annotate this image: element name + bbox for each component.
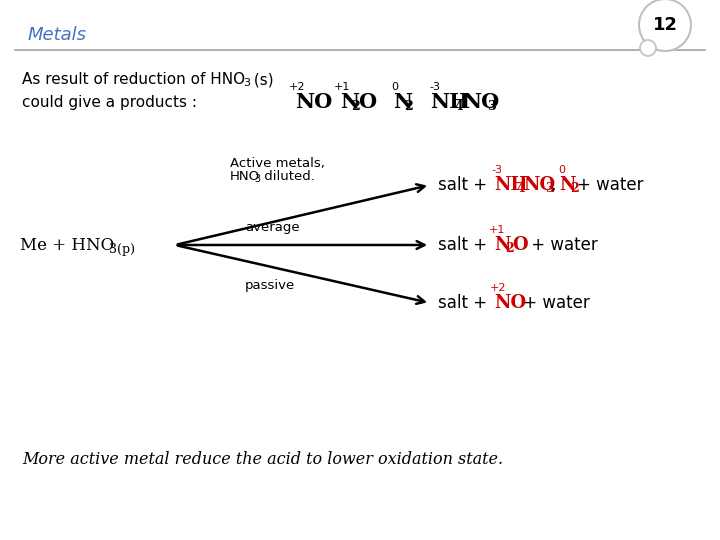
Text: salt +: salt +	[438, 294, 492, 312]
Text: 3: 3	[545, 183, 554, 195]
Text: average: average	[245, 220, 300, 233]
Text: + water: + water	[526, 236, 598, 254]
Text: N: N	[559, 176, 575, 194]
Circle shape	[639, 0, 691, 51]
Text: As result of reduction of HNO: As result of reduction of HNO	[22, 72, 245, 87]
Text: NH: NH	[494, 176, 528, 194]
Text: O: O	[358, 92, 376, 112]
Text: salt +: salt +	[438, 176, 492, 194]
Text: N: N	[494, 236, 510, 254]
Text: 2: 2	[404, 99, 413, 112]
Text: Me + HNO: Me + HNO	[20, 237, 114, 253]
Text: (s): (s)	[249, 72, 274, 87]
Circle shape	[640, 40, 656, 56]
Text: 0: 0	[392, 82, 398, 92]
Text: More active metal reduce the acid to lower oxidation state.: More active metal reduce the acid to low…	[22, 451, 503, 469]
Text: 3: 3	[243, 78, 250, 88]
Text: 3(p): 3(p)	[109, 242, 135, 255]
Text: ,: ,	[551, 176, 557, 194]
Text: 4: 4	[454, 99, 463, 112]
Text: NO: NO	[462, 92, 499, 112]
Text: passive: passive	[245, 279, 295, 292]
Text: 3: 3	[254, 174, 260, 184]
Text: -3: -3	[492, 165, 503, 175]
Text: NO: NO	[494, 294, 526, 312]
Text: Active metals,: Active metals,	[230, 157, 325, 170]
Text: -3: -3	[430, 82, 441, 92]
Text: + water: + water	[577, 176, 644, 194]
Text: diluted.: diluted.	[260, 171, 315, 184]
Text: NO: NO	[523, 176, 555, 194]
Text: 0: 0	[559, 165, 565, 175]
Text: 2: 2	[351, 99, 360, 112]
Text: O: O	[512, 236, 528, 254]
Text: 2: 2	[505, 242, 514, 255]
Text: 3: 3	[487, 99, 495, 112]
Text: 2: 2	[570, 183, 579, 195]
Text: could give a products :: could give a products :	[22, 94, 197, 110]
Text: N: N	[393, 92, 412, 112]
Text: +2: +2	[289, 82, 305, 92]
Text: N: N	[340, 92, 359, 112]
Text: + water: + water	[518, 294, 590, 312]
Text: NO: NO	[295, 92, 332, 112]
Text: +1: +1	[489, 225, 505, 235]
Text: salt +: salt +	[438, 236, 492, 254]
Text: NH: NH	[430, 92, 469, 112]
Text: 12: 12	[652, 16, 678, 34]
Text: +2: +2	[490, 283, 506, 293]
Text: +1: +1	[334, 82, 350, 92]
Text: Metals: Metals	[28, 26, 87, 44]
Text: HNO: HNO	[230, 171, 260, 184]
Text: 4: 4	[516, 183, 525, 195]
